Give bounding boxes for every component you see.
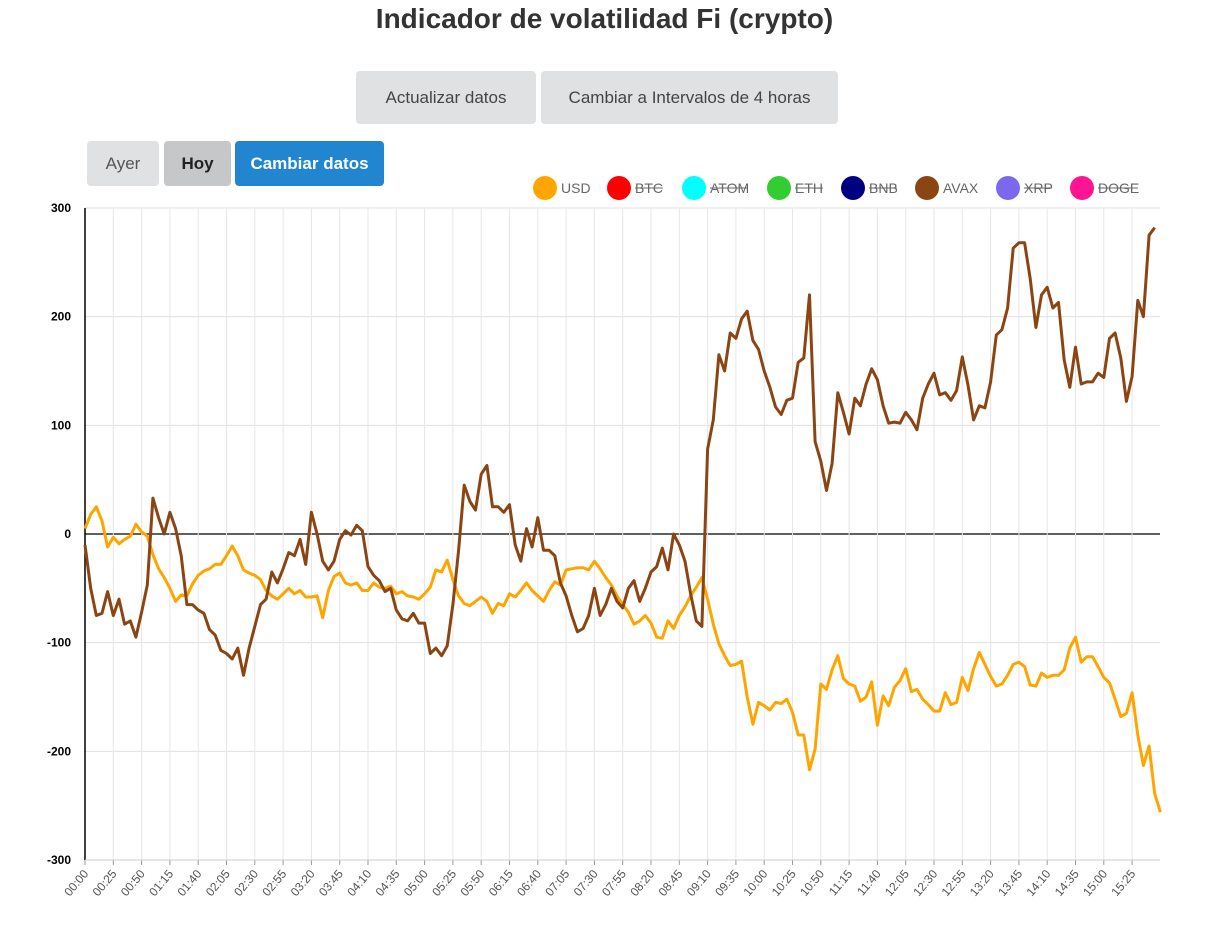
x-tick-label: 12:55 bbox=[939, 867, 969, 899]
x-tick-label: 02:30 bbox=[231, 867, 261, 899]
y-tick-label: 100 bbox=[51, 418, 71, 432]
legend-item-avax[interactable]: AVAX bbox=[915, 176, 979, 200]
y-tick-label: 300 bbox=[51, 201, 71, 215]
series-line-avax bbox=[83, 226, 1156, 677]
legend-item-btc[interactable]: BTC bbox=[607, 176, 663, 200]
x-tick-label: 05:25 bbox=[429, 867, 459, 899]
x-tick-label: 07:05 bbox=[542, 867, 572, 899]
yesterday-button[interactable]: Ayer bbox=[87, 141, 159, 186]
x-tick-label: 12:05 bbox=[882, 867, 912, 899]
y-tick-label: -200 bbox=[47, 744, 71, 758]
legend-swatch bbox=[607, 176, 631, 200]
x-tick-label: 06:40 bbox=[514, 867, 544, 899]
x-tick-label: 03:20 bbox=[288, 867, 318, 899]
x-tick-label: 13:20 bbox=[967, 867, 997, 899]
x-tick-label: 02:05 bbox=[203, 867, 233, 899]
x-tick-label: 00:50 bbox=[118, 867, 148, 899]
legend-item-atom[interactable]: ATOM bbox=[682, 176, 749, 200]
legend-swatch bbox=[533, 176, 557, 200]
legend-swatch bbox=[915, 176, 939, 200]
x-tick-label: 07:30 bbox=[571, 867, 601, 899]
x-tick-label: 15:00 bbox=[1080, 867, 1110, 899]
legend-item-eth[interactable]: ETH bbox=[767, 176, 823, 200]
x-tick-label: 01:15 bbox=[146, 867, 176, 899]
x-tick-label: 03:45 bbox=[316, 867, 346, 899]
x-tick-label: 00:00 bbox=[61, 867, 91, 899]
refresh-data-button[interactable]: Actualizar datos bbox=[356, 71, 536, 124]
x-tick-label: 10:25 bbox=[769, 867, 799, 899]
page-title: Indicador de volatilidad Fi (crypto) bbox=[375, 3, 834, 34]
x-tick-label: 08:45 bbox=[656, 867, 686, 899]
legend-swatch bbox=[1070, 176, 1094, 200]
y-tick-label: -100 bbox=[47, 636, 71, 650]
legend-swatch bbox=[841, 176, 865, 200]
legend-swatch bbox=[767, 176, 791, 200]
legend-item-xrp[interactable]: XRP bbox=[996, 176, 1053, 200]
legend-item-bnb[interactable]: BNB bbox=[841, 176, 898, 200]
chart-grid bbox=[84, 207, 1160, 865]
x-tick-label: 10:50 bbox=[797, 867, 827, 899]
x-tick-label: 00:25 bbox=[90, 867, 120, 899]
y-tick-label: 200 bbox=[51, 310, 71, 324]
legend-item-doge[interactable]: DOGE bbox=[1070, 176, 1139, 200]
x-tick-label: 08:20 bbox=[627, 867, 657, 899]
change-interval-button[interactable]: Cambiar a Intervalos de 4 horas bbox=[541, 71, 838, 124]
x-tick-label: 14:10 bbox=[1023, 867, 1053, 899]
x-tick-label: 12:30 bbox=[910, 867, 940, 899]
x-tick-label: 05:00 bbox=[401, 867, 431, 899]
legend-label: USD bbox=[561, 180, 591, 196]
x-tick-label: 06:15 bbox=[486, 867, 516, 899]
change-data-button[interactable]: Cambiar datos bbox=[235, 141, 384, 186]
legend-label: AVAX bbox=[943, 180, 979, 196]
x-tick-label: 13:45 bbox=[995, 867, 1025, 899]
x-tick-label: 15:25 bbox=[1108, 867, 1138, 899]
x-tick-label: 04:10 bbox=[344, 867, 374, 899]
x-tick-label: 11:15 bbox=[826, 867, 856, 899]
x-tick-label: 01:40 bbox=[174, 867, 204, 899]
x-tick-label: 09:10 bbox=[684, 867, 714, 899]
x-tick-label: 04:35 bbox=[373, 867, 403, 899]
x-tick-label: 14:35 bbox=[1052, 867, 1082, 899]
x-tick-label: 09:35 bbox=[712, 867, 742, 899]
x-tick-label: 11:40 bbox=[854, 867, 884, 899]
x-tick-label: 02:55 bbox=[259, 867, 289, 899]
x-tick-label: 10:00 bbox=[740, 867, 770, 899]
legend-swatch bbox=[996, 176, 1020, 200]
today-button[interactable]: Hoy bbox=[164, 141, 231, 186]
x-tick-label: 07:55 bbox=[599, 867, 629, 899]
x-tick-label: 05:50 bbox=[457, 867, 487, 899]
y-tick-label: 0 bbox=[64, 527, 71, 541]
legend-swatch bbox=[682, 176, 706, 200]
legend-item-usd[interactable]: USD bbox=[533, 176, 591, 200]
y-tick-label: -300 bbox=[47, 853, 71, 867]
